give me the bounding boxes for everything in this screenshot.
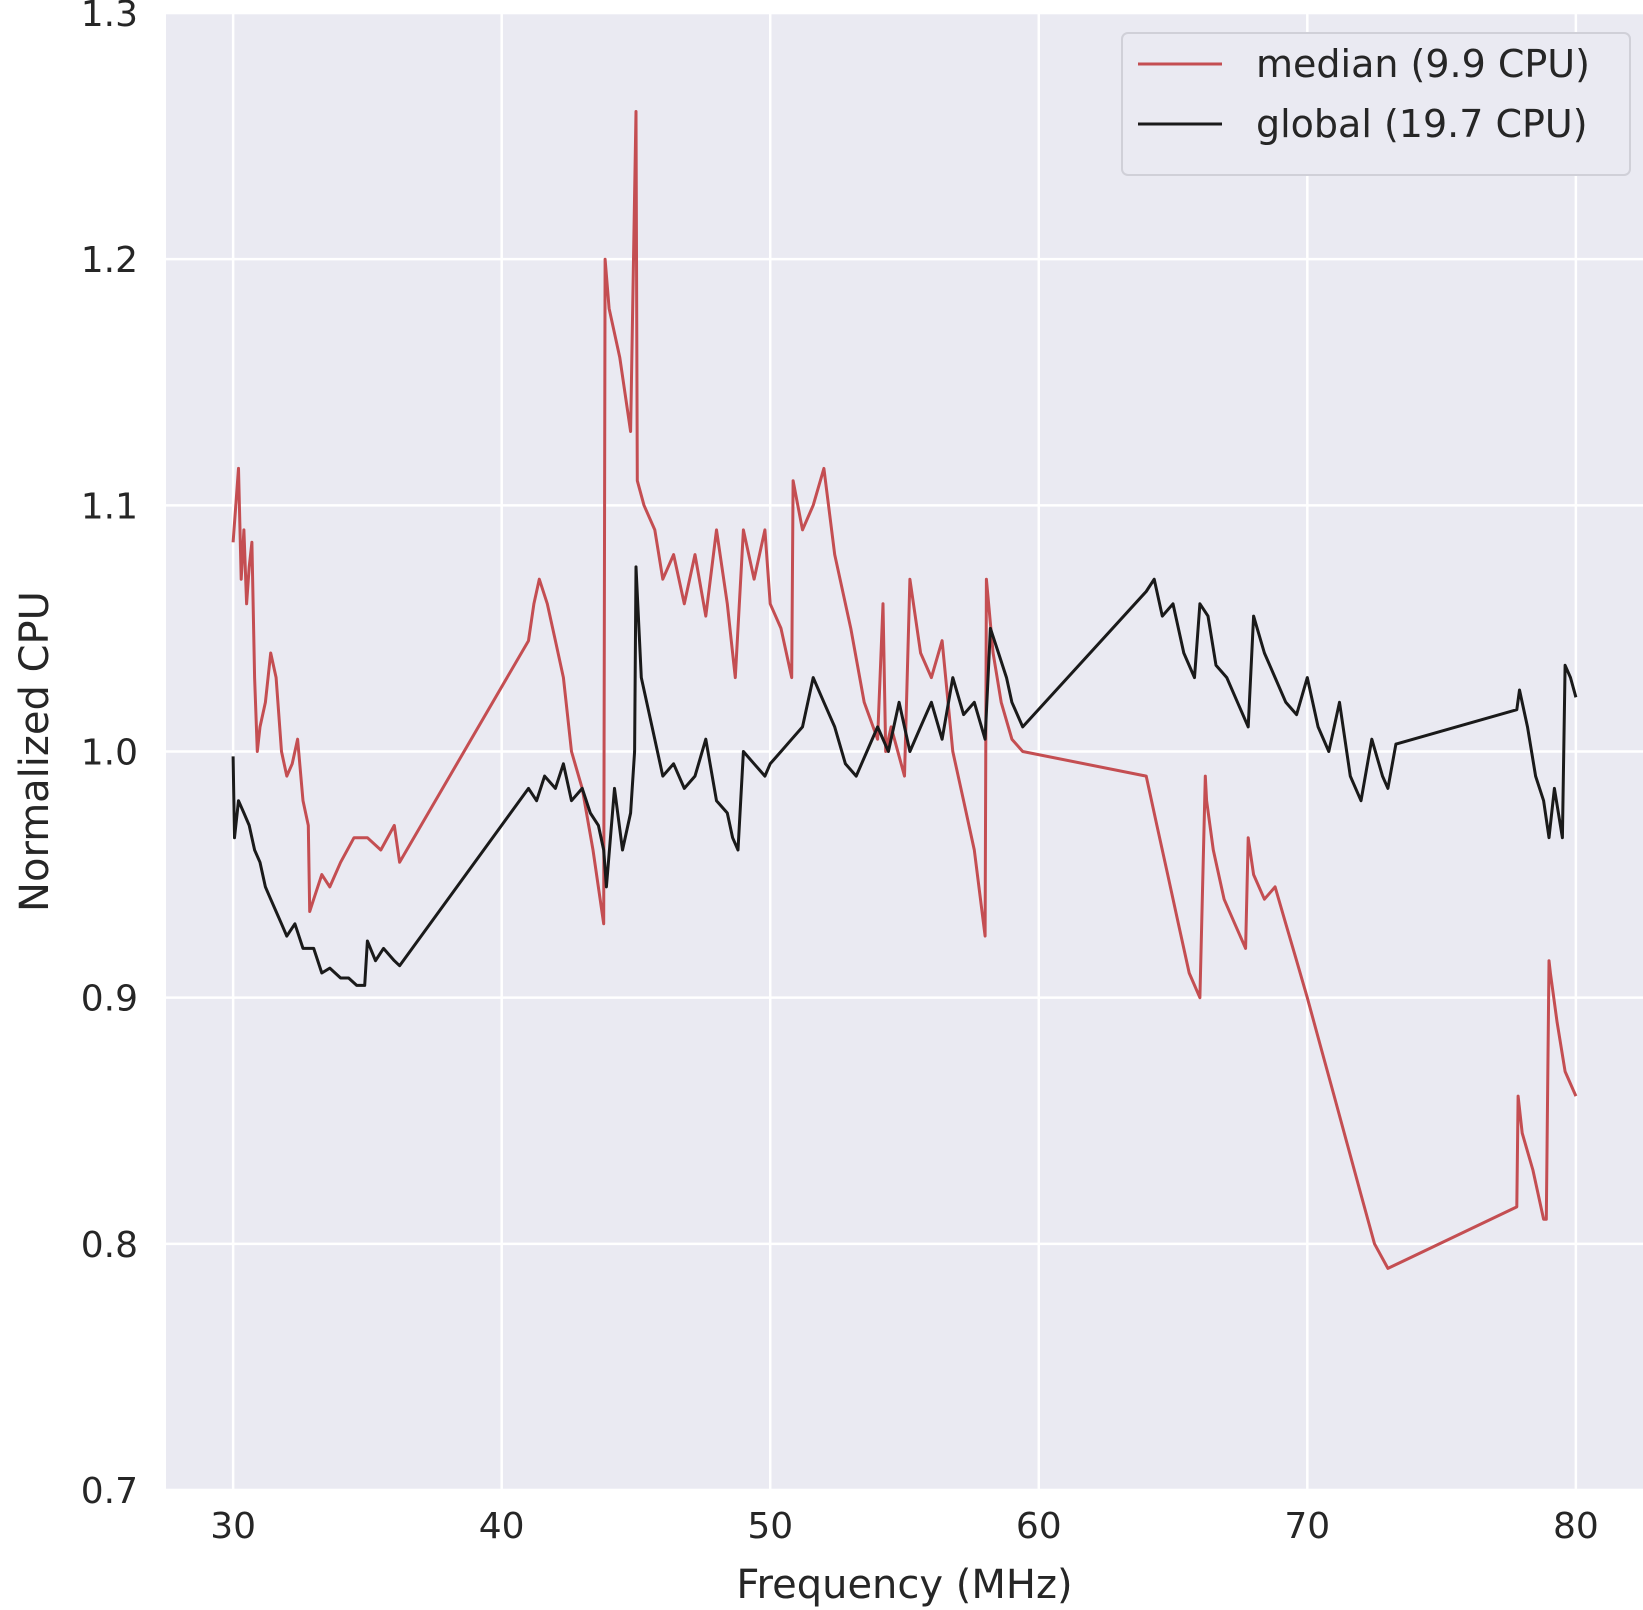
- y-axis-label: Normalized CPU: [12, 591, 58, 912]
- x-tick-label: 60: [1016, 1506, 1062, 1547]
- x-tick-label: 30: [210, 1506, 256, 1547]
- x-tick-label: 70: [1284, 1506, 1330, 1547]
- y-tick-label: 0.9: [81, 979, 138, 1020]
- y-tick-labels: 0.7 0.8 0.9 1.0 1.1 1.2 1.3: [81, 0, 138, 1512]
- y-tick-label: 1.0: [81, 733, 138, 774]
- legend-label-0: median (9.9 CPU): [1256, 42, 1590, 86]
- y-tick-label: 0.8: [81, 1225, 138, 1266]
- legend-label-1: global (19.7 CPU): [1256, 102, 1588, 146]
- y-tick-label: 0.7: [81, 1471, 138, 1512]
- legend: median (9.9 CPU) global (19.7 CPU): [1122, 33, 1630, 175]
- y-tick-label: 1.3: [81, 0, 138, 35]
- y-tick-label: 1.2: [81, 240, 138, 281]
- x-tick-label: 40: [479, 1506, 525, 1547]
- x-tick-labels: 30 40 50 60 70 80: [210, 1506, 1599, 1547]
- y-tick-label: 1.1: [81, 486, 138, 527]
- x-axis-label: Frequency (MHz): [736, 1562, 1072, 1608]
- x-tick-label: 50: [747, 1506, 793, 1547]
- x-tick-label: 80: [1553, 1506, 1599, 1547]
